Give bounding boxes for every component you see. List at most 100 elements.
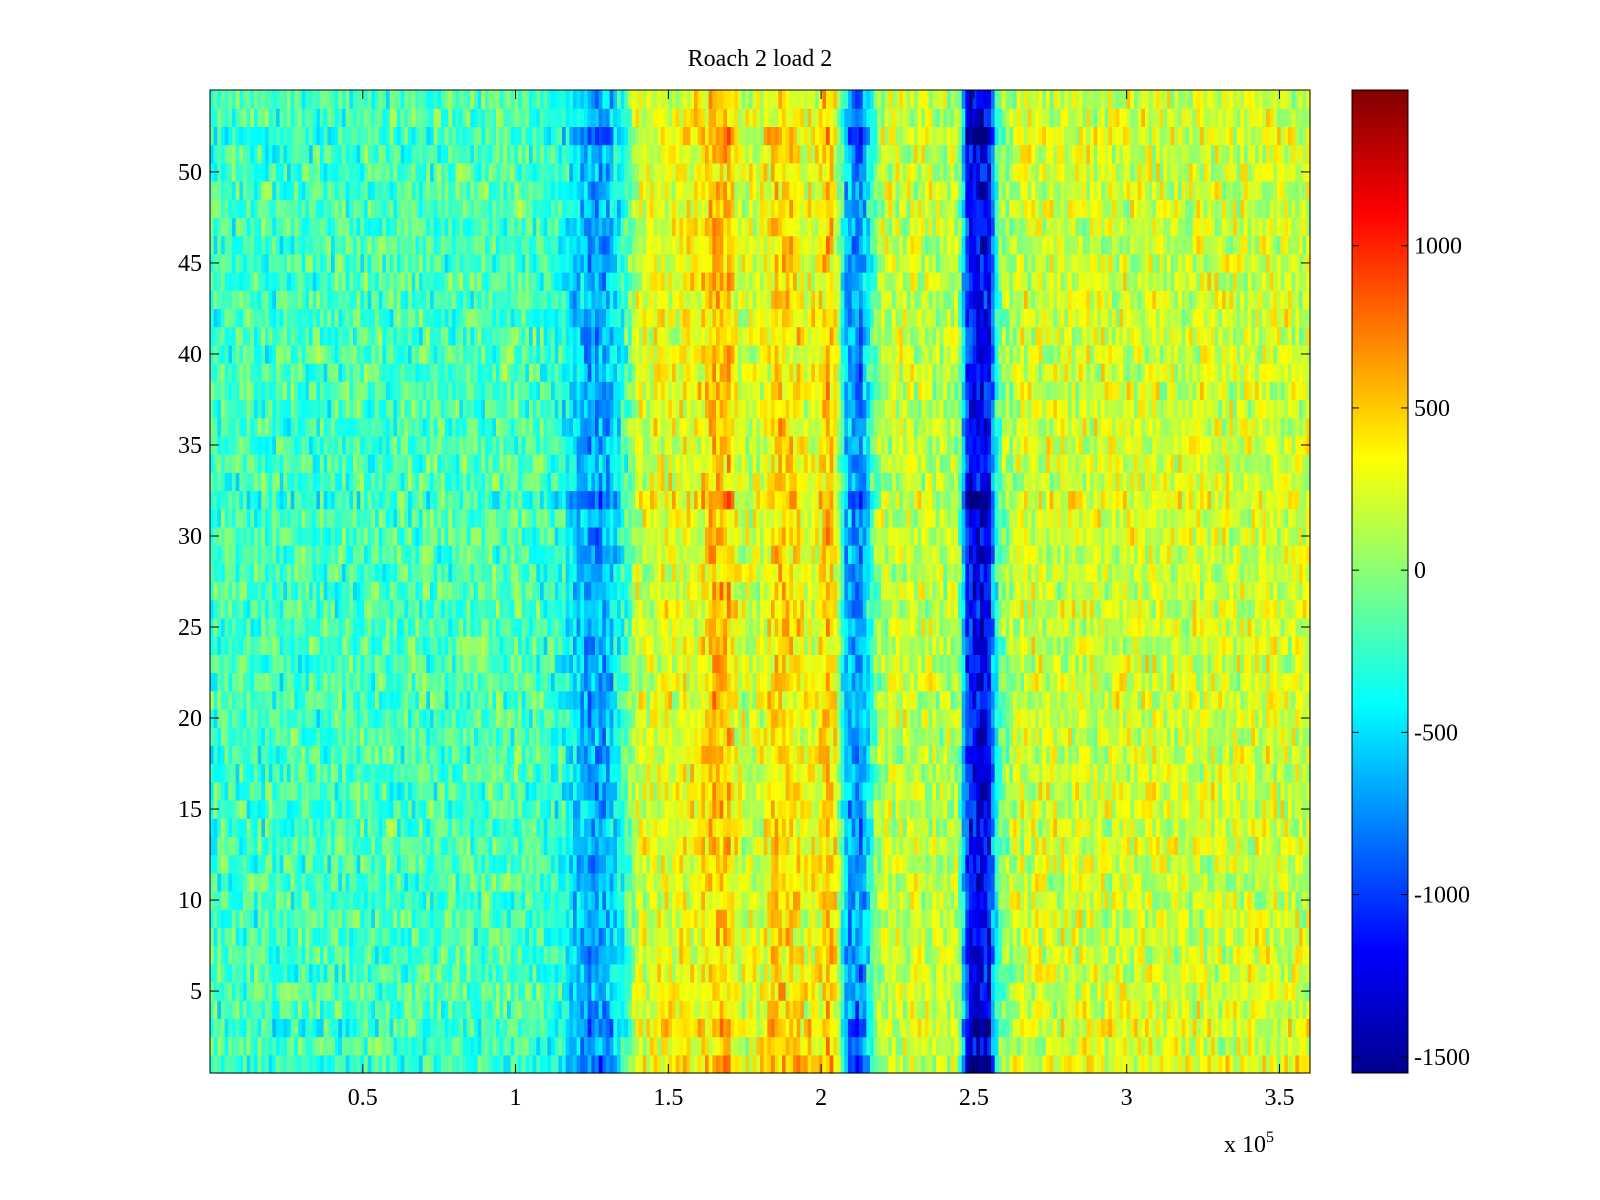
- heatmap-cell: [1299, 909, 1304, 928]
- heatmap-cell: [958, 981, 963, 1001]
- heatmap-cell: [873, 872, 878, 892]
- heatmap-cell: [1042, 909, 1047, 928]
- heatmap-cell: [283, 963, 288, 983]
- heatmap-cell: [1035, 872, 1040, 892]
- heatmap-cell: [250, 799, 255, 819]
- heatmap-cell: [756, 1054, 761, 1074]
- heatmap-cell: [642, 909, 647, 928]
- heatmap-cell: [521, 1054, 526, 1074]
- heatmap-cell: [987, 927, 992, 947]
- heatmap-cell: [873, 1036, 878, 1056]
- heatmap-cell: [323, 909, 328, 928]
- heatmap-cell: [371, 799, 376, 819]
- heatmap-cell: [521, 872, 526, 892]
- heatmap-cell: [815, 909, 820, 928]
- heatmap-cell: [708, 945, 713, 965]
- heatmap-cell: [884, 981, 889, 1001]
- heatmap-cell: [254, 854, 259, 874]
- heatmap-cell: [488, 1036, 493, 1056]
- heatmap-cell: [551, 981, 556, 1001]
- heatmap-cell: [1046, 1054, 1051, 1074]
- heatmap-cell: [1009, 781, 1014, 801]
- heatmap-cell: [1049, 981, 1054, 1001]
- heatmap-cell: [496, 927, 501, 947]
- heatmap-cell: [389, 1000, 394, 1019]
- heatmap-cell: [1119, 1000, 1124, 1019]
- heatmap-cell: [1291, 872, 1296, 892]
- heatmap-cell: [950, 799, 955, 819]
- heatmap-cell: [422, 1018, 427, 1038]
- heatmap-cell: [221, 981, 226, 1001]
- heatmap-cell: [217, 927, 222, 947]
- heatmap-cell: [833, 1054, 838, 1074]
- heatmap-cell: [921, 799, 926, 819]
- heatmap-cell: [243, 945, 248, 965]
- heatmap-cell: [474, 1036, 479, 1056]
- heatmap-cell: [822, 854, 827, 874]
- heatmap-cell: [1068, 1000, 1073, 1019]
- heatmap-cell: [939, 854, 944, 874]
- heatmap-cell: [279, 890, 284, 910]
- heatmap-cell: [760, 799, 765, 819]
- heatmap-cell: [514, 781, 519, 801]
- heatmap-cell: [477, 981, 482, 1001]
- heatmap-cell: [1035, 781, 1040, 801]
- heatmap-cell: [1236, 781, 1241, 801]
- heatmap-cell: [294, 981, 299, 1001]
- heatmap-cell: [1181, 872, 1186, 892]
- heatmap-cell: [466, 981, 471, 1001]
- heatmap-cell: [393, 963, 398, 983]
- heatmap-cell: [1189, 799, 1194, 819]
- heatmap-cell: [708, 799, 713, 819]
- heatmap-cell: [1123, 854, 1128, 874]
- heatmap-cell: [844, 781, 849, 801]
- heatmap-cell: [375, 799, 380, 819]
- heatmap-cell: [822, 1054, 827, 1074]
- heatmap-cell: [1009, 909, 1014, 928]
- heatmap-cell: [972, 818, 977, 837]
- heatmap-cell: [822, 872, 827, 892]
- heatmap-cell: [305, 945, 310, 965]
- heatmap-cell: [848, 781, 853, 801]
- heatmap-cell: [228, 1036, 233, 1056]
- heatmap-cell: [481, 781, 486, 801]
- heatmap-cell: [804, 818, 809, 837]
- heatmap-cell: [309, 854, 314, 874]
- heatmap-cell: [928, 781, 933, 801]
- heatmap-cell: [1240, 963, 1245, 983]
- heatmap-cell: [316, 1018, 321, 1038]
- heatmap-cell: [620, 1036, 625, 1056]
- heatmap-cell: [939, 799, 944, 819]
- heatmap-cell: [415, 981, 420, 1001]
- heatmap-cell: [239, 981, 244, 1001]
- heatmap-cell: [1163, 890, 1168, 910]
- heatmap-cell: [602, 781, 607, 801]
- heatmap-cell: [1134, 945, 1139, 965]
- heatmap-cell: [250, 818, 255, 837]
- heatmap-cell: [1042, 1000, 1047, 1019]
- heatmap-cell: [1170, 854, 1175, 874]
- heatmap-cell: [939, 836, 944, 856]
- heatmap-cell: [1057, 781, 1062, 801]
- heatmap-cell: [884, 1054, 889, 1074]
- heatmap-cell: [1196, 1000, 1201, 1019]
- heatmap-cell: [595, 763, 600, 783]
- heatmap-cell: [811, 1054, 816, 1074]
- heatmap-cell: [826, 963, 831, 983]
- heatmap-cell: [697, 872, 702, 892]
- heatmap-cell: [1134, 1018, 1139, 1038]
- heatmap-cell: [686, 799, 691, 819]
- heatmap-cell: [408, 945, 413, 965]
- heatmap-cell: [741, 927, 746, 947]
- heatmap-cell: [485, 909, 490, 928]
- heatmap-cell: [1167, 781, 1172, 801]
- heatmap-cell: [301, 963, 306, 983]
- heatmap-cell: [569, 1018, 574, 1038]
- heatmap-cell: [1068, 799, 1073, 819]
- heatmap-cell: [1020, 1054, 1025, 1074]
- heatmap-cell: [1280, 927, 1285, 947]
- heatmap-cell: [888, 890, 893, 910]
- heatmap-cell: [1284, 890, 1289, 910]
- heatmap-cell: [1196, 818, 1201, 837]
- heatmap-cell: [624, 963, 629, 983]
